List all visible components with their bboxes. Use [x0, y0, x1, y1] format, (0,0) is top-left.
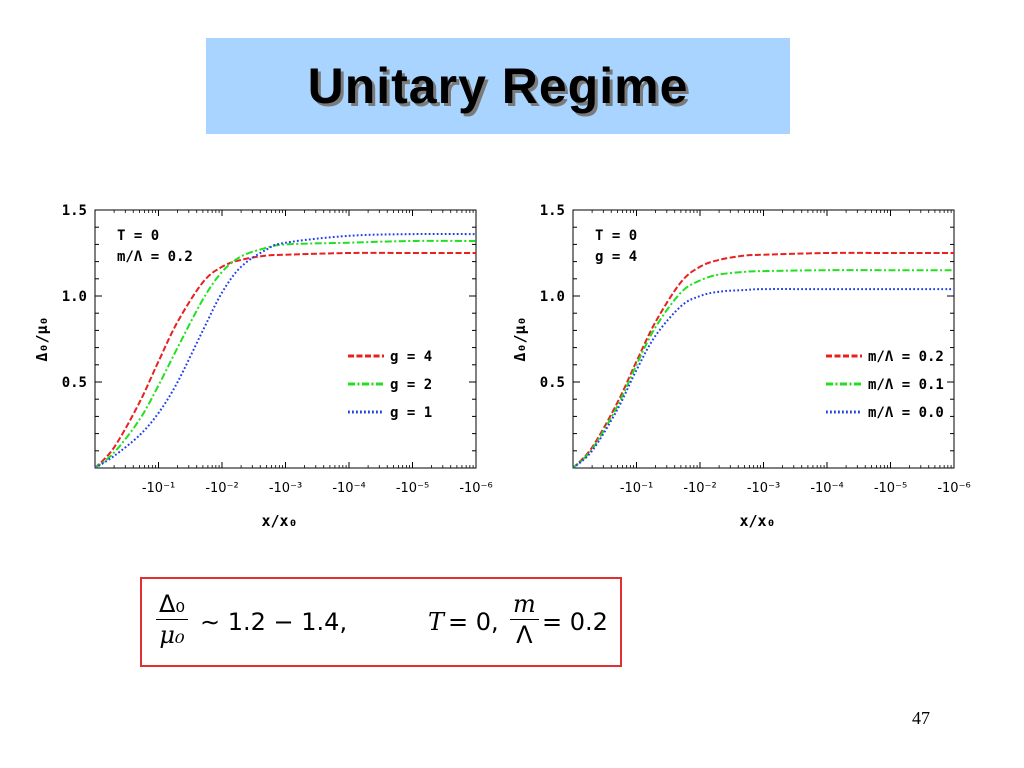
x-tick-label: -10⁻² — [683, 481, 716, 496]
formula-mass-fraction: m Λ — [510, 589, 539, 650]
chart-annotation: m/Λ = 0.2 — [117, 249, 193, 265]
legend-label: m/Λ = 0.1 — [868, 377, 944, 393]
x-tick-label: -10⁻³ — [747, 481, 780, 496]
x-tick-label: -10⁻⁴ — [810, 481, 843, 496]
formula-mass-value: = 0.2 — [542, 608, 608, 636]
formula-box: Δ₀ μ₀ ∼ 1.2 − 1.4, T = 0, m Λ = 0.2 — [140, 577, 622, 667]
formula-temperature-symbol: T — [428, 608, 445, 636]
x-tick-label: -10⁻³ — [269, 481, 302, 496]
legend-label: g = 1 — [390, 405, 432, 421]
formula-mass-denominator: Λ — [516, 621, 533, 649]
title-banner: Unitary Regime — [206, 38, 790, 134]
series-line-3 — [94, 232, 477, 469]
legend-label: g = 2 — [390, 377, 432, 393]
formula-mass-numerator: m — [510, 589, 539, 620]
y-axis-label: Δ₀/μ₀ — [33, 316, 51, 361]
y-tick-label: 1.5 — [62, 203, 87, 219]
chart-annotation: T = 0 — [117, 228, 159, 244]
series-line-3 — [572, 288, 954, 469]
chart-annotation: g = 4 — [595, 249, 637, 265]
chart-2: -10⁻¹ -10⁻² -10⁻³ -10⁻⁴ -10⁻⁵ -10⁻⁶ 0.5 1.0 1.5 x… — [511, 203, 971, 530]
x-tick-label: -10⁻⁵ — [396, 481, 429, 496]
y-tick-label: 1.0 — [540, 289, 565, 305]
x-tick-label: -10⁻⁴ — [332, 481, 365, 496]
chart-annotation: T = 0 — [595, 228, 637, 244]
series-line-1 — [94, 251, 476, 469]
chart-1: -10⁻¹ -10⁻² -10⁻³ -10⁻⁴ -10⁻⁵ -10⁻⁶ 0.5 1.0 1.5 x… — [33, 203, 493, 530]
formula-numerator: Δ₀ — [156, 589, 189, 620]
slide-title: Unitary Regime — [307, 58, 689, 114]
formula-approx-range: ∼ 1.2 − 1.4, — [200, 608, 348, 636]
legend-label: m/Λ = 0.2 — [868, 349, 944, 365]
page-number: 47 — [912, 708, 930, 728]
x-tick-label: -10⁻¹ — [620, 481, 653, 496]
legend-label: m/Λ = 0.0 — [868, 405, 944, 421]
x-tick-label: -10⁻⁶ — [937, 481, 970, 496]
series-line-2 — [572, 269, 954, 469]
x-tick-label: -10⁻⁶ — [459, 481, 492, 496]
x-tick-label: -10⁻⁵ — [874, 481, 907, 496]
x-tick-label: -10⁻² — [205, 481, 238, 496]
formula-temperature-value: = 0, — [448, 608, 499, 636]
series-line-2 — [94, 239, 477, 469]
x-axis-label: x/x₀ — [261, 512, 297, 530]
formula-denominator: μ₀ — [159, 621, 185, 649]
legend-label: g = 4 — [390, 349, 432, 365]
x-axis-label: x/x₀ — [739, 512, 775, 530]
y-tick-label: 0.5 — [540, 375, 565, 391]
y-tick-label: 1.5 — [540, 203, 565, 219]
y-tick-label: 0.5 — [62, 375, 87, 391]
series-line-1 — [572, 251, 954, 469]
y-axis-label: Δ₀/μ₀ — [511, 316, 529, 361]
formula-ratio-fraction: Δ₀ μ₀ — [156, 589, 189, 650]
x-tick-label: -10⁻¹ — [142, 481, 175, 496]
y-tick-label: 1.0 — [62, 289, 87, 305]
